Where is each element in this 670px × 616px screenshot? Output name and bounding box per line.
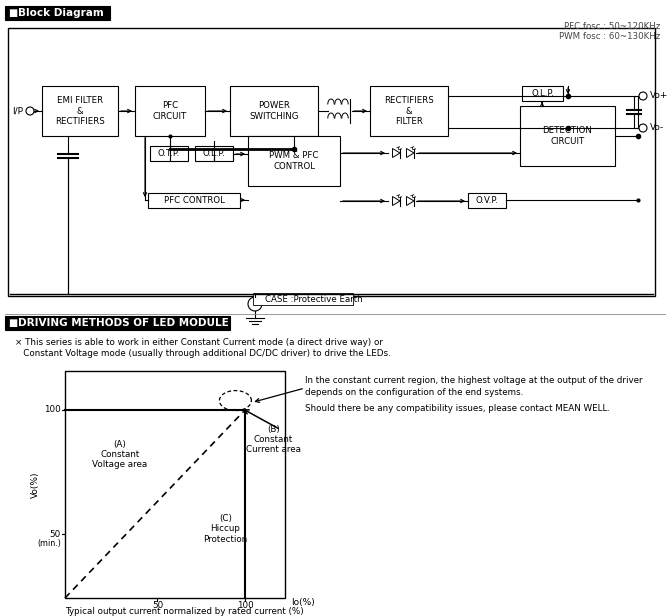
Text: In the constant current region, the highest voltage at the output of the driver: In the constant current region, the high… xyxy=(305,376,643,385)
Bar xyxy=(65,371,285,598)
Text: Typical output current normalized by rated current (%): Typical output current normalized by rat… xyxy=(65,607,304,616)
Text: ■: ■ xyxy=(8,8,17,18)
Bar xyxy=(253,293,353,305)
Text: Should there be any compatibility issues, please contact MEAN WELL.: Should there be any compatibility issues… xyxy=(305,404,610,413)
Text: depends on the configuration of the end systems.: depends on the configuration of the end … xyxy=(305,388,523,397)
Text: O.L.P.: O.L.P. xyxy=(202,149,225,158)
Circle shape xyxy=(639,92,647,100)
Text: Vo(%): Vo(%) xyxy=(31,471,40,498)
Text: ■: ■ xyxy=(8,318,17,328)
Bar xyxy=(520,106,615,166)
Text: PFC fosc : 50~120KHz
PWM fosc : 60~130KHz: PFC fosc : 50~120KHz PWM fosc : 60~130KH… xyxy=(559,22,660,41)
Text: O.T.P.: O.T.P. xyxy=(158,149,180,158)
Bar xyxy=(248,136,340,186)
Text: RECTIFIERS
&
FILTER: RECTIFIERS & FILTER xyxy=(384,96,434,126)
Bar xyxy=(135,86,205,136)
Text: (A)
Constant
Voltage area: (A) Constant Voltage area xyxy=(92,440,147,469)
Text: 100: 100 xyxy=(237,601,254,609)
Text: (B)
Constant
Current area: (B) Constant Current area xyxy=(246,424,301,455)
Bar xyxy=(195,146,233,161)
Text: Io(%): Io(%) xyxy=(291,598,315,607)
Text: POWER
SWITCHING: POWER SWITCHING xyxy=(249,101,299,121)
Text: (C)
Hiccup
Protection: (C) Hiccup Protection xyxy=(203,514,247,544)
Text: (min.): (min.) xyxy=(37,539,61,548)
Text: 50: 50 xyxy=(152,601,163,609)
Bar xyxy=(8,28,655,296)
Text: PFC CONTROL: PFC CONTROL xyxy=(163,196,224,205)
Bar xyxy=(522,86,563,101)
Text: Vo-: Vo- xyxy=(650,123,664,132)
Text: CASE :Protective Earth: CASE :Protective Earth xyxy=(265,294,362,304)
Text: 100: 100 xyxy=(44,405,61,414)
Text: Block Diagram: Block Diagram xyxy=(18,8,104,18)
Text: PFC
CIRCUIT: PFC CIRCUIT xyxy=(153,101,187,121)
Bar xyxy=(148,193,240,208)
Text: Constant Voltage mode (usually through additional DC/DC driver) to drive the LED: Constant Voltage mode (usually through a… xyxy=(15,349,391,358)
Text: EMI FILTER
&
RECTIFIERS: EMI FILTER & RECTIFIERS xyxy=(55,96,105,126)
Text: Vo+: Vo+ xyxy=(650,92,669,100)
Text: PWM & PFC
CONTROL: PWM & PFC CONTROL xyxy=(269,152,319,171)
Bar xyxy=(5,6,110,20)
Text: O.L.P.: O.L.P. xyxy=(531,89,554,98)
Text: DETECTION
CIRCUIT: DETECTION CIRCUIT xyxy=(543,126,592,146)
Bar xyxy=(42,86,118,136)
Bar xyxy=(230,86,318,136)
Text: DRIVING METHODS OF LED MODULE: DRIVING METHODS OF LED MODULE xyxy=(18,318,228,328)
Bar xyxy=(468,193,506,208)
Bar xyxy=(370,86,448,136)
Circle shape xyxy=(639,124,647,132)
Circle shape xyxy=(26,107,34,115)
Text: O.V.P.: O.V.P. xyxy=(476,196,498,205)
Bar xyxy=(5,316,230,330)
Circle shape xyxy=(248,297,262,311)
Bar xyxy=(150,146,188,161)
Text: 50: 50 xyxy=(50,530,61,539)
Text: × This series is able to work in either Constant Current mode (a direct drive wa: × This series is able to work in either … xyxy=(15,338,383,347)
Text: I/P: I/P xyxy=(12,107,23,116)
